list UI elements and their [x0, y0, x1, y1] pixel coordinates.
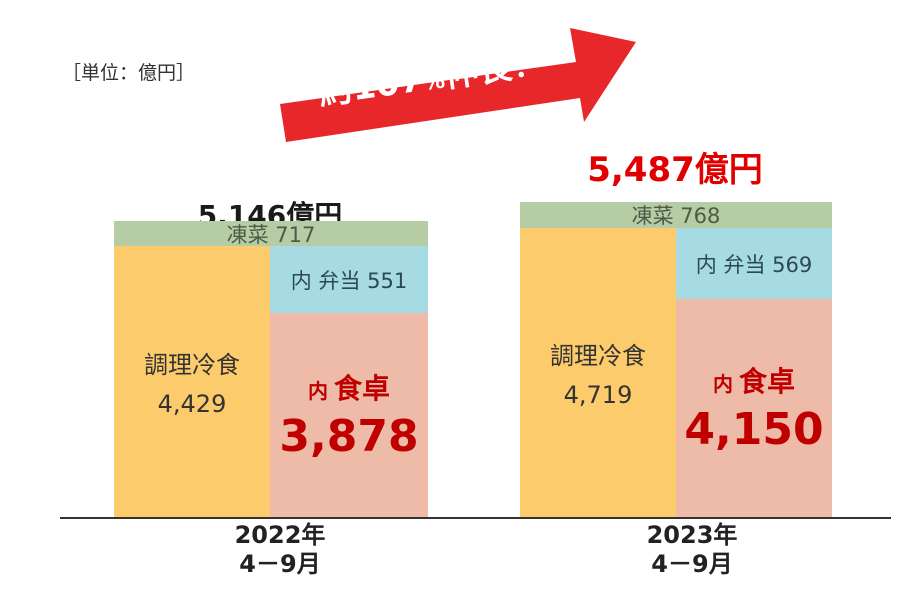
- bar-2022-bento-segment: 内 弁当 551: [270, 246, 428, 313]
- table-value: 3,878: [279, 411, 419, 463]
- cooked-value: 4,429: [157, 390, 227, 419]
- unit-label: ［単位：億円］: [62, 62, 196, 84]
- cooked-label: 調理冷食: [144, 351, 240, 380]
- bar-2023-bento-segment: 内 弁当 569: [676, 228, 832, 299]
- total-2023: 5,487億円: [587, 150, 763, 190]
- table-value: 4,150: [684, 404, 824, 456]
- cooked-label: 調理冷食: [550, 342, 646, 371]
- growth-arrow-icon: [280, 28, 636, 142]
- bar-2023-frozen-segment: 凍菜 768: [520, 201, 832, 229]
- x-axis-line: [60, 517, 891, 519]
- bar-2022-cooked-segment: 調理冷食 4,429: [114, 246, 270, 517]
- bar-2023-table-segment: 内食卓 4,150: [676, 298, 832, 517]
- bar-2022-table-segment: 内食卓 3,878: [270, 312, 428, 517]
- bar-2023-cooked-segment: 調理冷食 4,719: [520, 228, 676, 517]
- bar-2022-frozen-segment: 凍菜 717: [114, 221, 428, 247]
- cooked-value: 4,719: [563, 381, 633, 410]
- x-tick-2022: 2022年 4－9月: [234, 521, 326, 578]
- x-tick-2023: 2023年 4－9月: [646, 521, 738, 578]
